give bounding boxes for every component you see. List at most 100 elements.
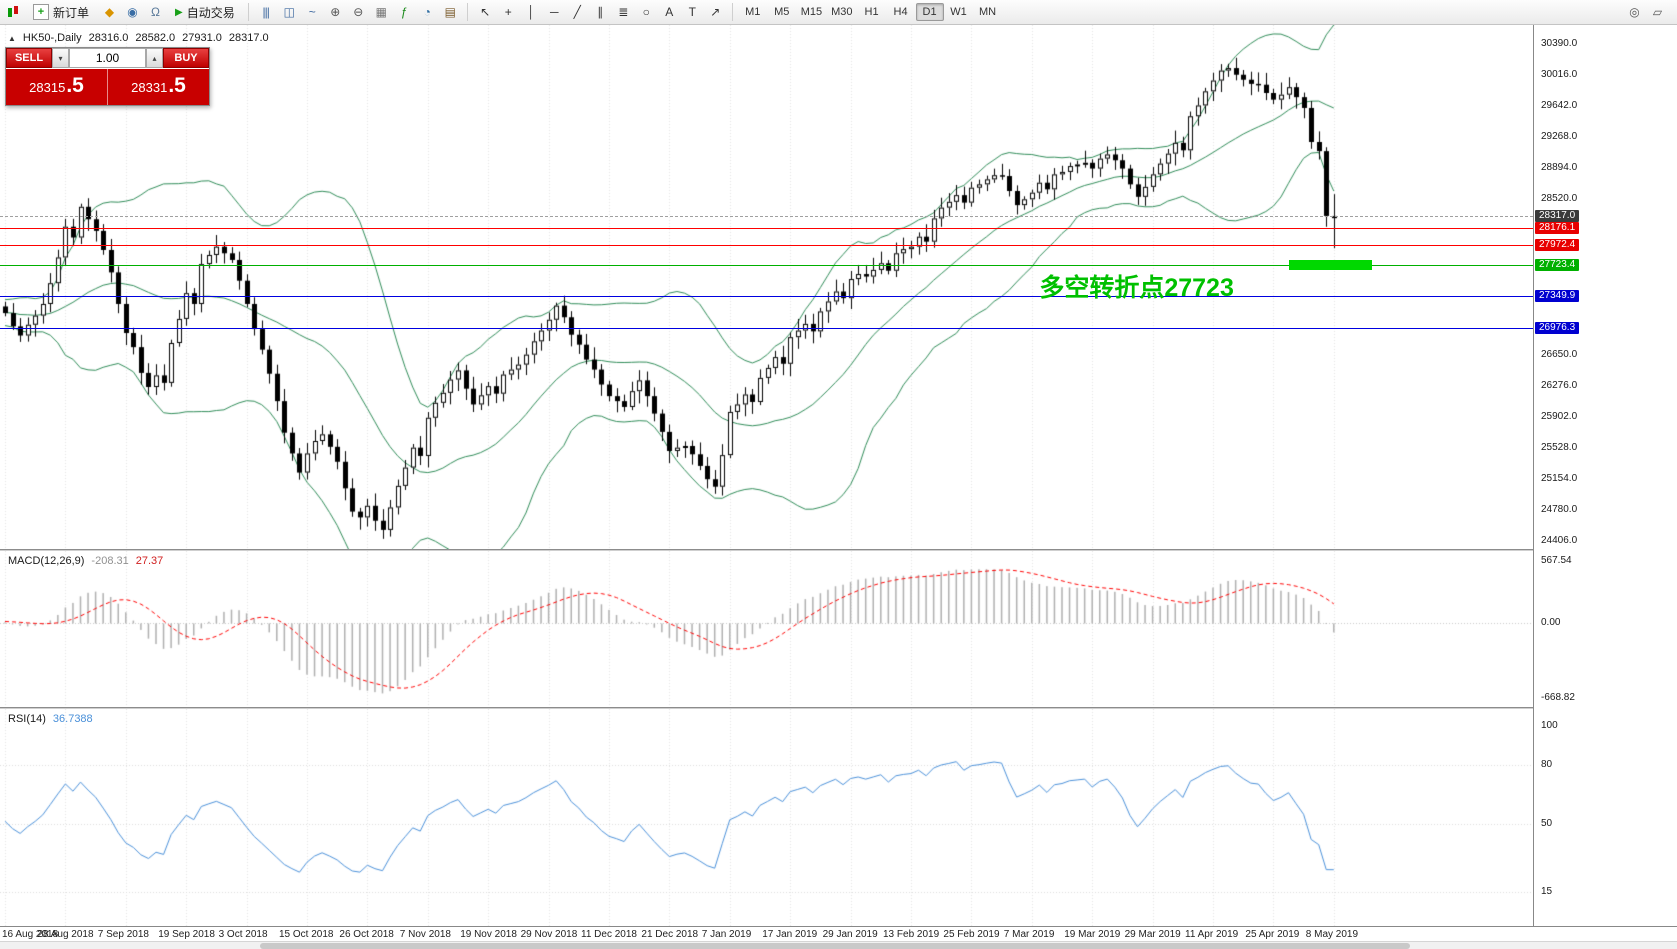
panel-divider-rsi[interactable] [0,707,1677,709]
crosshair-icon[interactable]: + [504,5,512,19]
rsi-axis-label: 15 [1541,885,1553,897]
sell-price-main: 28315 [29,80,66,95]
trade-panel-controls-row: SELL ▾ ▴ BUY [6,48,209,68]
rsi-canvas[interactable] [0,709,1533,926]
text-icon[interactable]: A [665,5,673,19]
time-axis-label: 16 Aug 2018 [2,929,59,940]
timeframe-button-group: M1 M5 M15 M30 H1 H4 D1 W1 MN [739,3,1002,21]
timeframe-w1-button[interactable]: W1 [950,6,967,18]
templates-icon[interactable]: ▤ [444,5,456,19]
time-axis-label: 19 Sep 2018 [158,929,215,940]
horizontal-line-icon[interactable]: ─ [549,5,559,19]
profile-icon[interactable]: ◉ [127,5,137,19]
chart-marker-icon: ▲ [8,33,16,43]
macd-axis-label: 567.54 [1541,554,1572,566]
channel-icon[interactable]: ∥ [597,5,603,19]
volume-up-button[interactable]: ▴ [146,48,163,68]
macd-main-value: -208.31 [91,555,129,567]
line-chart-icon[interactable]: ~ [308,5,316,19]
app-icon [5,4,21,20]
price-axis-label: 30016.0 [1541,69,1578,81]
timeframe-m1-button[interactable]: M1 [745,6,761,18]
buy-price[interactable]: 28331.5 [108,69,209,105]
time-axis-label: 29 Jan 2019 [822,929,878,940]
horizontal-level-line[interactable] [0,296,1533,297]
time-axis-label: 11 Dec 2018 [581,929,637,940]
trendline-icon[interactable]: ╱ [573,5,581,19]
auto-trading-button[interactable]: ▶ 自动交易 [168,1,242,23]
timeframe-mn-button[interactable]: MN [978,6,997,18]
price-chart-canvas[interactable] [0,25,1533,549]
timeframe-m5-button[interactable]: M5 [774,6,790,18]
toolbar-separator [247,3,249,21]
grid-icon[interactable]: ▦ [375,5,387,19]
layout-icon[interactable]: ▱ [1652,5,1662,19]
price-axis-label: 25528.0 [1541,441,1578,453]
time-axis[interactable]: 16 Aug 2018 28 Aug 2018 7 Sep 2018 19 Sep 2… [0,926,1677,941]
cursor-icon[interactable]: ↖ [480,5,490,19]
scrollbar-thumb[interactable] [260,943,1410,949]
chart-open-value: 28316.0 [88,32,129,44]
market-watch-icon[interactable]: ◆ [104,5,114,19]
zoom-in-icon[interactable]: ⊕ [330,5,340,19]
sell-button[interactable]: SELL [6,48,52,68]
turning-point-annotation[interactable]: 多空转折点27723 [1039,274,1234,303]
horizontal-level-line[interactable] [0,265,1533,266]
macd-signal-value: 27.37 [135,555,164,567]
volume-input[interactable] [69,48,146,68]
timeframe-m30-button[interactable]: M30 [831,6,853,18]
arrow-tools-icon[interactable]: ↗ [710,5,720,19]
time-axis-label: 8 May 2019 [1305,929,1359,940]
candlestick-chart-icon[interactable]: ◫ [283,5,295,19]
current-price-line[interactable] [0,216,1533,217]
chart-header: ▲ HK50-,Daily 28316.0 28582.0 27931.0 28… [8,32,269,44]
rsi-name: RSI(14) [8,713,46,725]
sell-price-big: .5 [66,74,84,97]
macd-canvas[interactable] [0,551,1533,707]
rsi-axis-label: 80 [1541,759,1553,770]
time-axis-label: 11 Apr 2019 [1185,929,1239,940]
timeframe-d1-button[interactable]: D1 [915,3,944,21]
support-icon[interactable]: Ω [151,5,160,19]
sell-price[interactable]: 28315.5 [6,69,108,105]
timeframe-h4-button[interactable]: H4 [893,6,908,18]
horizontal-level-line[interactable] [0,228,1533,229]
rsi-header: RSI(14) 36.7388 [8,713,93,725]
time-axis-label: 19 Mar 2019 [1064,929,1121,940]
indicators-icon[interactable]: ƒ [400,5,408,19]
price-axis-marker: 26976.3 [1535,321,1580,334]
time-axis-label: 29 Mar 2019 [1124,929,1181,940]
price-axis[interactable]: 30390.0 30016.0 29642.0 29268.0 28894.0 28520… [1533,25,1677,941]
periods-icon[interactable]: ◔ [423,5,431,19]
chart-low-value: 27931.0 [182,32,222,44]
search-icon[interactable]: ◎ [1629,5,1639,19]
panel-divider-macd[interactable] [0,549,1677,551]
timeframe-m15-button[interactable]: M15 [800,6,823,18]
time-axis-label: 21 Dec 2018 [641,929,699,940]
volume-down-button[interactable]: ▾ [52,48,69,68]
turning-point-highlight-bar[interactable] [1288,260,1372,271]
label-icon[interactable]: T [688,5,696,19]
rsi-axis-label: 100 [1541,720,1558,731]
price-axis-marker: 27723.4 [1535,259,1580,272]
horizontal-level-line[interactable] [0,245,1533,246]
fibonacci-icon[interactable]: ≣ [618,5,628,19]
toolbar-separator [731,3,733,21]
horizontal-level-line[interactable] [0,328,1533,329]
rsi-axis-label: 50 [1541,817,1553,829]
buy-price-main: 28331 [131,80,168,95]
new-order-label: 新订单 [53,5,90,20]
buy-button[interactable]: BUY [163,48,209,68]
zoom-out-icon[interactable]: ⊖ [353,5,363,19]
timeframe-h1-button[interactable]: H1 [864,6,879,18]
vertical-line-icon[interactable]: │ [527,5,535,19]
new-order-button[interactable]: + 新订单 [26,1,96,23]
toolbar-right-icon-group: ◎ ▱ [1623,1,1668,23]
price-axis-label: 26276.0 [1541,379,1578,391]
price-axis-marker: 27349.9 [1535,290,1580,303]
price-axis-label: 25902.0 [1541,410,1578,422]
one-click-trading-panel: SELL ▾ ▴ BUY 28315.5 28331.5 [5,47,210,106]
bar-chart-icon[interactable]: ||| [262,5,270,19]
shapes-icon[interactable]: ○ [642,5,650,19]
horizontal-scrollbar[interactable] [0,941,1677,949]
